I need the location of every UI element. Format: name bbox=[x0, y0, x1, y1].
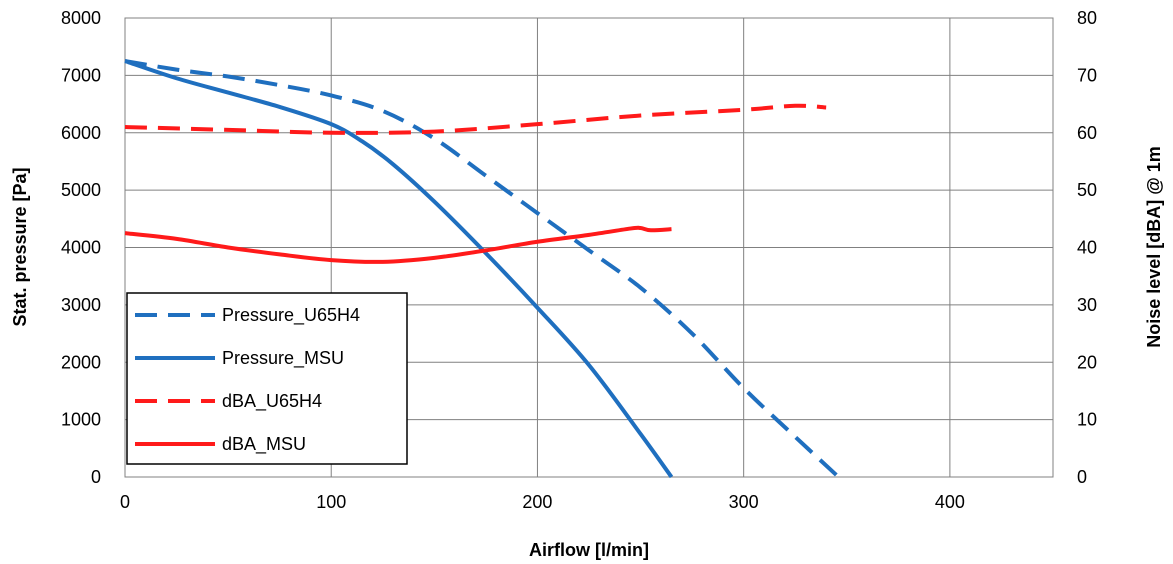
legend-label: Pressure_MSU bbox=[222, 348, 344, 369]
series-line-dba-msu bbox=[124, 225, 672, 264]
y-tick-label: 0 bbox=[91, 467, 101, 487]
series-line-pressure-msu bbox=[124, 59, 674, 479]
y2-tick-label: 30 bbox=[1077, 295, 1097, 315]
y-tick-label: 2000 bbox=[61, 352, 101, 372]
y2-axis-title: Noise level [dBA] @ 1m bbox=[1144, 146, 1164, 348]
y2-tick-label: 40 bbox=[1077, 238, 1097, 258]
y2-tick-label: 50 bbox=[1077, 180, 1097, 200]
y2-tick-label: 20 bbox=[1077, 352, 1097, 372]
x-tick-label: 400 bbox=[935, 492, 965, 512]
y-tick-label: 4000 bbox=[61, 238, 101, 258]
x-tick-label: 100 bbox=[316, 492, 346, 512]
legend-label: dBA_U65H4 bbox=[222, 391, 322, 412]
y2-tick-label: 60 bbox=[1077, 123, 1097, 143]
series-line-dba-u65h4 bbox=[124, 103, 827, 135]
y-tick-label: 1000 bbox=[61, 410, 101, 430]
y-tick-label: 3000 bbox=[61, 295, 101, 315]
y2-tick-label: 10 bbox=[1077, 410, 1097, 430]
y-axis-title: Stat. pressure [Pa] bbox=[10, 167, 30, 326]
x-axis-title: Airflow [l/min] bbox=[529, 540, 649, 560]
y2-tick-label: 80 bbox=[1077, 8, 1097, 28]
legend-label: dBA_MSU bbox=[222, 434, 306, 455]
series-layer bbox=[124, 59, 840, 479]
y-tick-label: 7000 bbox=[61, 65, 101, 85]
y-tick-label: 8000 bbox=[61, 8, 101, 28]
x-tick-label: 300 bbox=[729, 492, 759, 512]
y2-tick-label: 0 bbox=[1077, 467, 1087, 487]
plot-area bbox=[124, 17, 1054, 478]
x-tick-label: 0 bbox=[120, 492, 130, 512]
legend-box bbox=[126, 292, 408, 465]
y2-tick-label: 70 bbox=[1077, 65, 1097, 85]
series-line-pressure-u65h4 bbox=[124, 59, 840, 479]
y-tick-label: 5000 bbox=[61, 180, 101, 200]
y-tick-label: 6000 bbox=[61, 123, 101, 143]
legend: Pressure_U65H4 Pressure_MSU dBA_U65H4 dBA_M… bbox=[126, 292, 408, 465]
tick-labels: 0100020003000400050006000700080000102030… bbox=[61, 8, 1097, 512]
x-tick-label: 200 bbox=[522, 492, 552, 512]
legend-label: Pressure_U65H4 bbox=[222, 305, 360, 326]
